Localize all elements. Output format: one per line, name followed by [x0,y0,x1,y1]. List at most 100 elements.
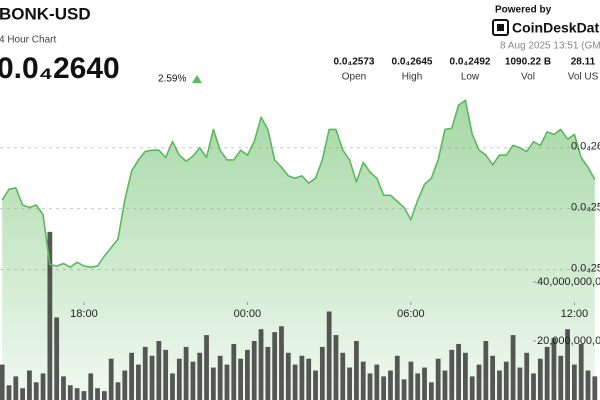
volume-bar [354,341,359,400]
volume-bar [585,370,591,400]
volume-bar [490,355,496,400]
volume-bar [67,385,73,400]
volume-bar [483,341,489,400]
y-tick-label: 0.0₄26 [571,141,600,153]
volume-bar [394,355,400,400]
header: BONK-USD 4 Hour Chart 0.0₄2640 2.59% Pow… [0,4,600,84]
volume-bar [299,355,305,400]
volume-bar [163,349,169,400]
volume-bar [204,335,209,400]
volume-bar [88,373,94,400]
volume-bar [54,317,60,400]
subtitle: 4 Hour Chart [0,35,56,46]
volume-bar [374,364,380,400]
volume-bar [170,373,175,400]
volume-bar [313,370,318,400]
volume-bar [47,231,53,400]
volume-bar [142,346,148,400]
volume-bar [388,370,393,400]
volume-bar [326,311,332,400]
volume-bar [558,355,564,400]
volume-bar [265,346,271,400]
stat-label: Vol US [568,72,599,83]
volume-bar [449,349,455,400]
volume-bar [285,352,291,400]
volume-bar [435,358,441,400]
volume-bar [537,358,543,400]
volume-bar [381,376,387,400]
change: 2.59% [158,74,186,85]
stat-value: 28.11 [571,57,596,68]
x-tick-label: 00:00 [234,308,262,320]
volume-bar [347,367,352,400]
volume-bar [340,352,346,400]
price: 0.0₄2640 [0,52,120,85]
brand-logo-inner [497,24,504,31]
volume-bar [108,358,114,400]
volume-bar [544,346,550,400]
volume-bar [476,364,482,400]
volume-layer [0,100,600,400]
volume-bar [469,376,475,400]
volume-bar [136,364,141,400]
volume-bar [95,388,100,400]
volume-bar [258,329,264,400]
title: BONK-USD [0,4,91,23]
x-tick-label: 06:00 [397,308,425,320]
volume-bar [81,391,87,400]
volume-bar [367,373,373,400]
price-layer [1,99,596,268]
stat-label: Vol [521,72,535,83]
volume-bar [217,355,223,400]
volume-bar [572,364,577,400]
powered-by: Powered by [495,5,552,16]
x-tick-label: 18:00 [70,308,98,320]
stat-value: 0.0₄2645 [392,57,433,68]
volume-bar [319,346,325,400]
volume-bar [510,335,516,400]
volume-bar [33,382,39,400]
volume-bar [503,361,509,400]
volume-bar [272,332,278,400]
volume-bar [74,388,80,400]
stat-value: 0.0₄2492 [450,57,491,68]
volume-bar [176,358,182,400]
y2-tick-label: 20,000,000,000 [537,335,600,347]
volume-bar [13,376,19,400]
volume-bar [183,346,189,400]
volume-bar [333,335,339,400]
volume-bar [360,361,366,400]
volume-bar [190,361,196,400]
volume-bar [415,373,421,400]
volume-bar [156,341,162,400]
volume-bar [115,382,121,400]
stat-label: Low [461,72,480,83]
area-fill [2,100,595,400]
volume-bar [428,382,434,400]
volume-bar [531,373,536,400]
volume-bar [422,367,427,400]
label-layer: 0.0₄26 0.0₄25 0.0₄25 18:00 00:00 06:00 12:00 40… [70,141,600,347]
brand-logo [492,19,509,36]
x-tick-label: 12:00 [561,308,589,320]
volume-bar [245,349,250,400]
volume-bar [517,367,523,400]
volume-bar [101,391,107,400]
volume-bar [592,376,598,400]
volume-bar [149,355,155,400]
timestamp: 8 Aug 2025 13:51 (GM [500,41,600,52]
y-tick-label: 0.0₄25 [571,202,600,214]
volume-bar [251,341,257,400]
volume-bar [497,370,502,400]
volume-bar [61,376,66,400]
volume-bar [463,352,468,400]
volume-bar [442,370,448,400]
volume-bar [578,343,584,400]
volume-bar [456,343,461,400]
volume-bar [292,364,298,400]
volume-bar [551,338,557,400]
price-line [1,99,596,268]
stat-value: 0.0₄2573 [334,57,375,68]
